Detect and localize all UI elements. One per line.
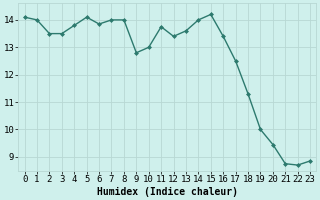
X-axis label: Humidex (Indice chaleur): Humidex (Indice chaleur) (97, 186, 238, 197)
